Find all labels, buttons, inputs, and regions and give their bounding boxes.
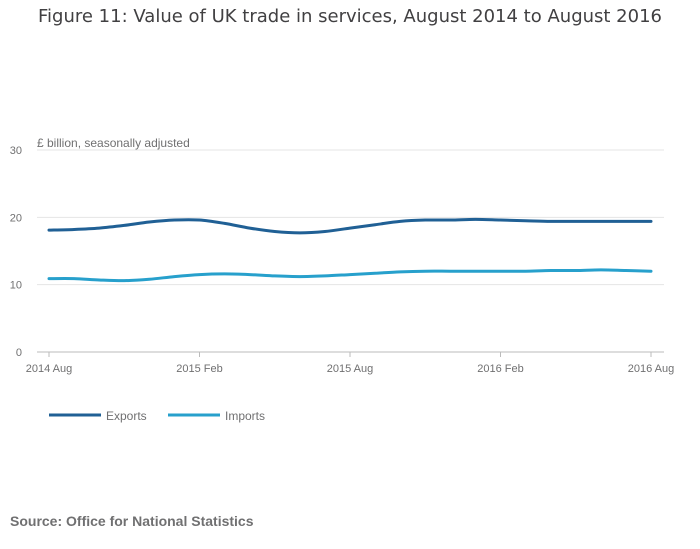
series-line-exports <box>47 217 653 235</box>
y-axis-label: £ billion, seasonally adjusted <box>37 136 190 150</box>
legend-label-imports: Imports <box>225 409 265 423</box>
legend-label-exports: Exports <box>106 409 147 423</box>
chart-title: Figure 11: Value of UK trade in services… <box>38 6 662 27</box>
y-tick-label: 30 <box>10 145 22 157</box>
x-tick-label: 2015 Feb <box>176 363 222 375</box>
y-tick-label: 0 <box>16 347 22 359</box>
series-line-imports <box>47 268 653 283</box>
x-tick-label: 2014 Aug <box>26 363 73 375</box>
y-tick-label: 10 <box>10 280 22 292</box>
x-tick-label: 2016 Aug <box>628 363 675 375</box>
source-note: Source: Office for National Statistics <box>10 513 254 529</box>
x-tick-label: 2015 Aug <box>327 363 374 375</box>
x-tick-label: 2016 Feb <box>477 363 523 375</box>
y-tick-label: 20 <box>10 212 22 224</box>
